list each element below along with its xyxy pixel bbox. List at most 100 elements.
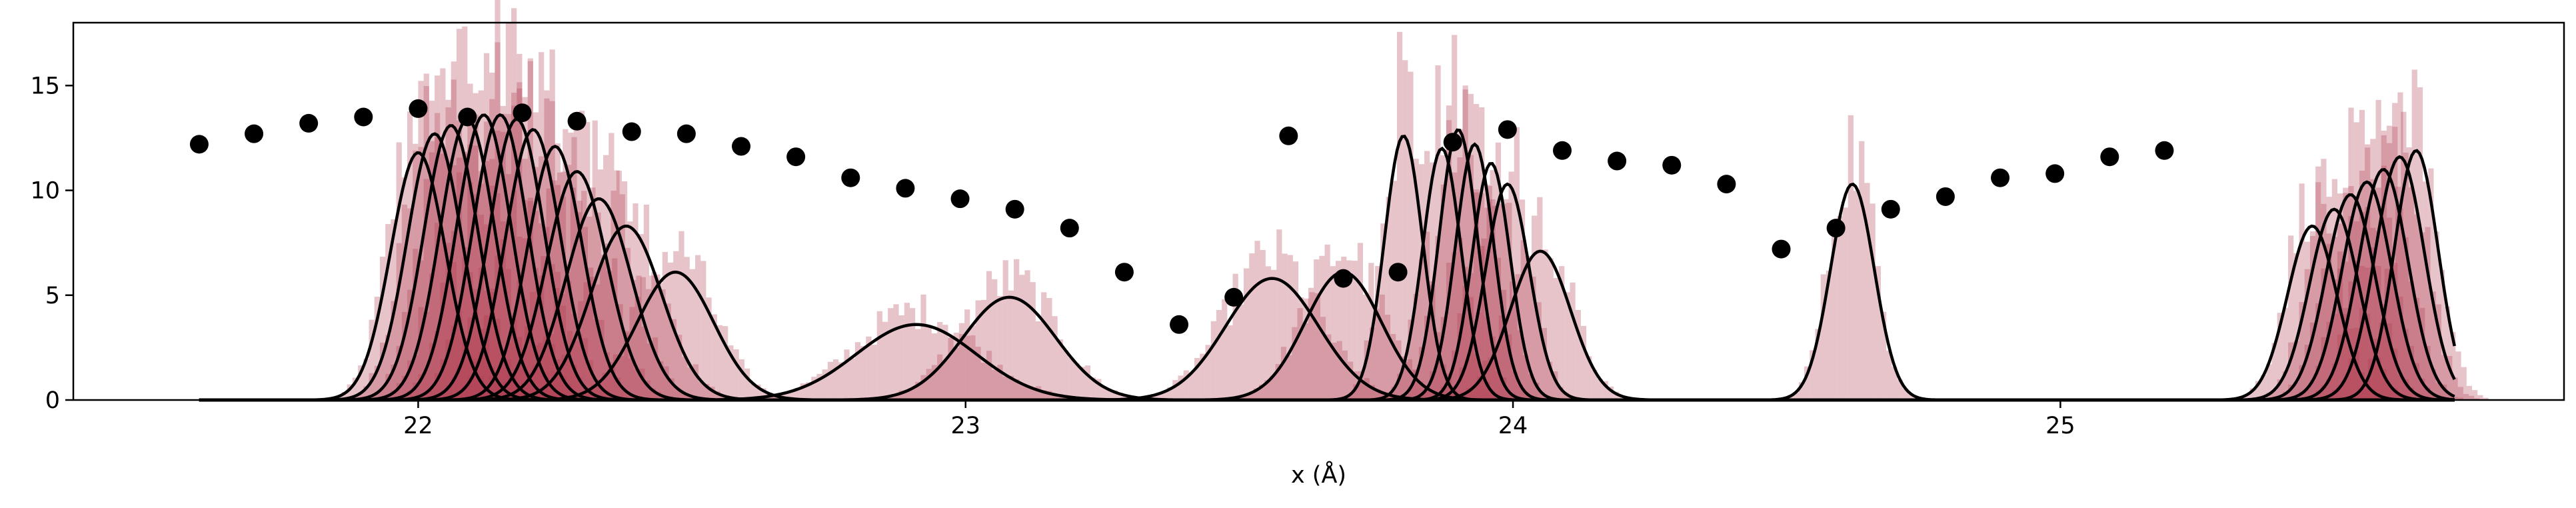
histogram-bar xyxy=(396,243,402,400)
histogram-bar xyxy=(1413,159,1419,400)
histogram-bar xyxy=(2444,306,2451,400)
histogram-bar xyxy=(1473,189,1480,400)
histogram-bar xyxy=(445,385,451,400)
histogram-bar xyxy=(1052,316,1058,400)
histogram-bar xyxy=(849,358,855,400)
histogram-bar xyxy=(777,397,783,400)
histogram-bar xyxy=(674,387,680,400)
histogram-bar xyxy=(762,397,768,400)
histogram-bar xyxy=(1391,386,1397,400)
histogram-bar xyxy=(1448,391,1454,400)
scatter-point xyxy=(1991,168,2010,187)
histogram-bar xyxy=(616,171,622,400)
histogram-bar xyxy=(1243,268,1250,400)
histogram-bar xyxy=(1514,127,1520,400)
histogram-bar xyxy=(2365,313,2371,400)
histogram-bar xyxy=(1430,371,1436,400)
histogram-bar xyxy=(2365,380,2371,400)
histogram-bar xyxy=(2299,365,2305,400)
histogram-bar xyxy=(1539,392,1545,400)
histogram-bar xyxy=(673,251,679,400)
histogram-bar xyxy=(473,194,479,400)
histogram-bar xyxy=(495,42,501,400)
histogram-bar xyxy=(1804,366,1810,400)
histogram-bar xyxy=(2425,346,2431,400)
histogram-bar xyxy=(597,169,604,400)
histogram-bar xyxy=(363,386,369,400)
histogram-bar xyxy=(505,114,512,400)
histogram-bar xyxy=(524,326,530,400)
histogram-bar xyxy=(1575,309,1581,400)
histogram-bar xyxy=(1002,376,1008,400)
histogram-bar xyxy=(1375,389,1381,400)
histogram-bar xyxy=(539,52,545,400)
histogram-bar xyxy=(716,325,723,400)
histogram-bar xyxy=(418,81,424,401)
histogram-bar xyxy=(568,132,574,400)
histogram-bar xyxy=(1602,381,1608,400)
histogram-bar xyxy=(1287,255,1293,400)
histogram-bar xyxy=(440,153,446,400)
scatter-point xyxy=(567,111,587,131)
histogram-bar xyxy=(2353,197,2359,400)
scatter-point xyxy=(1388,263,1408,282)
histogram-bar xyxy=(1512,396,1518,400)
histogram-bar xyxy=(2266,393,2272,400)
histogram-bar xyxy=(1435,361,1441,400)
histogram-bar xyxy=(1046,391,1052,400)
histogram-bar xyxy=(577,201,583,400)
histogram-bar xyxy=(658,361,664,400)
histogram-bar xyxy=(1286,355,1292,400)
histogram-bar xyxy=(594,284,601,400)
histogram-bar xyxy=(1101,386,1107,400)
histogram-bar xyxy=(2359,265,2365,400)
histogram-bar xyxy=(1520,240,1526,400)
histogram-bar xyxy=(1592,369,1598,400)
histogram-bar xyxy=(920,375,926,400)
histogram-bar xyxy=(1500,203,1507,400)
histogram-bar xyxy=(407,390,413,400)
histogram-bar xyxy=(2359,109,2365,400)
histogram-bar xyxy=(593,395,599,400)
histogram-bar xyxy=(1793,393,1799,400)
histogram-bar xyxy=(1462,285,1468,400)
histogram-bar xyxy=(483,224,490,400)
histogram-bar xyxy=(451,377,457,400)
histogram-bar xyxy=(2466,385,2473,400)
histogram-bar xyxy=(1534,383,1540,400)
scatter-point xyxy=(896,179,915,198)
histogram-bar xyxy=(1488,357,1494,400)
histogram-bar xyxy=(2362,379,2368,400)
histogram-bar xyxy=(605,243,611,400)
histogram-bar xyxy=(909,308,916,400)
histogram-bar xyxy=(634,369,640,400)
histogram-bar xyxy=(517,82,523,400)
histogram-bar xyxy=(2447,355,2453,400)
histogram-bar xyxy=(2450,332,2456,400)
histogram-bar xyxy=(1479,245,1485,400)
histogram-bar xyxy=(700,261,706,400)
histogram-bar xyxy=(1446,263,1452,400)
histogram-bar xyxy=(435,137,441,400)
histogram-bar xyxy=(2411,69,2417,400)
histogram-bar xyxy=(1035,321,1042,400)
histogram-bar xyxy=(2331,389,2337,400)
histogram-bar xyxy=(495,193,501,400)
histogram-bar xyxy=(483,53,490,400)
histogram-bar xyxy=(592,120,598,401)
histogram-bar xyxy=(2375,231,2381,400)
histogram-bar xyxy=(1452,390,1458,400)
histogram-bar xyxy=(876,311,882,400)
histogram-bar xyxy=(1341,257,1347,400)
histogram-bar xyxy=(816,373,822,400)
scatter-point xyxy=(2100,147,2119,167)
histogram-bar xyxy=(1062,397,1069,400)
histogram-bar xyxy=(2343,379,2349,400)
histogram-bar xyxy=(2293,253,2299,400)
histogram-bar xyxy=(1041,390,1047,400)
histogram-bar xyxy=(473,359,479,400)
histogram-bar xyxy=(733,349,739,400)
histogram-bar xyxy=(1897,379,1903,400)
histogram-bar xyxy=(1880,311,1887,400)
histogram-bar xyxy=(2452,377,2458,400)
